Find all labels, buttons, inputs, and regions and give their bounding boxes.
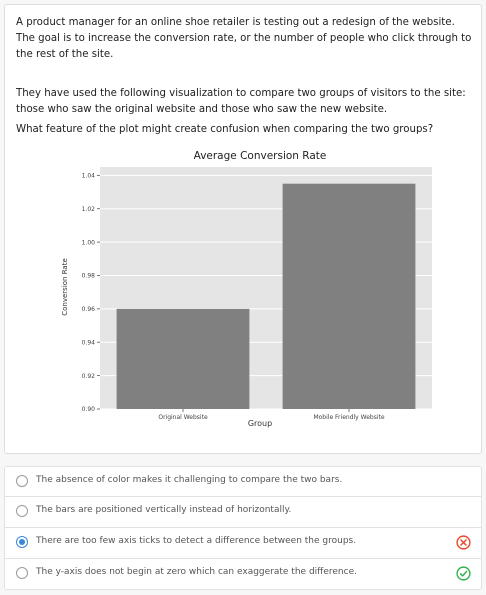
- answer-option-label: The absence of color makes it challengin…: [36, 475, 342, 485]
- radio-button[interactable]: [16, 567, 28, 579]
- radio-button-selected[interactable]: [16, 536, 28, 548]
- radio-button[interactable]: [16, 505, 28, 517]
- answer-option-2[interactable]: The bars are positioned vertically inste…: [4, 497, 482, 528]
- chart-title: Average Conversion Rate: [194, 150, 327, 162]
- y-tick-label: 0.98: [82, 273, 96, 280]
- y-tick-label: 1.02: [82, 206, 96, 213]
- y-tick-label: 0.92: [82, 373, 96, 380]
- y-tick-label: 1.00: [82, 239, 96, 246]
- x-circle-icon: [456, 535, 471, 550]
- answer-option-1[interactable]: The absence of color makes it challengin…: [4, 466, 482, 497]
- question-card: A product manager for an online shoe ret…: [4, 4, 482, 454]
- answer-option-label: The y-axis does not begin at zero which …: [36, 567, 357, 577]
- answer-option-label: The bars are positioned vertically inste…: [36, 505, 291, 515]
- y-ticks: 0.90 0.92 0.94 0.96 0.98 1.00 1.02 1.04: [82, 173, 100, 414]
- bar-chart: Average Conversion Rate 0.90 0.92 0.94 0.96…: [5, 5, 483, 455]
- answer-option-label: There are too few axis ticks to detect a…: [36, 536, 356, 546]
- y-axis-label: Conversion Rate: [61, 258, 69, 316]
- answer-option-3[interactable]: There are too few axis ticks to detect a…: [4, 528, 482, 559]
- answer-options: The absence of color makes it challengin…: [4, 466, 482, 590]
- x-tick-label: Original Website: [158, 414, 208, 421]
- check-circle-icon: [456, 566, 471, 581]
- bar: [283, 184, 416, 409]
- answer-option-4[interactable]: The y-axis does not begin at zero which …: [4, 559, 482, 590]
- y-tick-label: 0.96: [82, 306, 96, 313]
- y-tick-label: 0.90: [82, 406, 96, 413]
- radio-button[interactable]: [16, 475, 28, 487]
- y-tick-label: 0.94: [82, 339, 96, 346]
- x-tick-label: Mobile Friendly Website: [313, 414, 384, 421]
- bar: [117, 309, 250, 409]
- y-tick-label: 1.04: [82, 173, 96, 180]
- x-axis-label: Group: [248, 419, 272, 428]
